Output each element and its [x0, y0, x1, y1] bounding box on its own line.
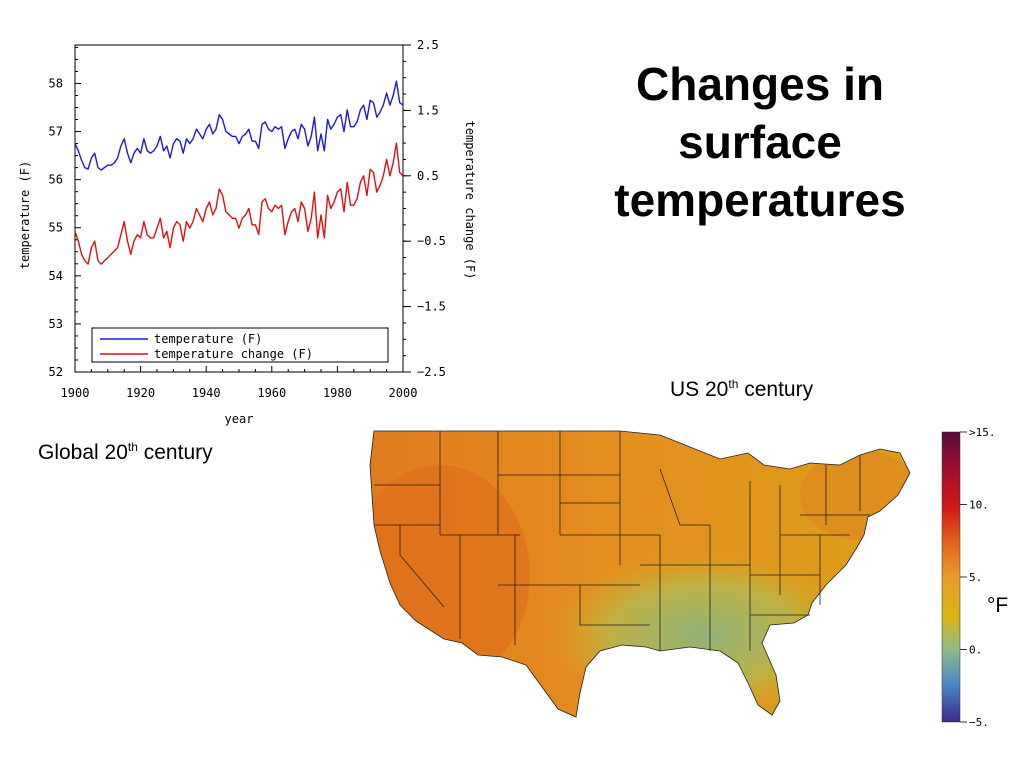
y-tick-label-4: 56 [49, 173, 63, 187]
x-axis-label: year [225, 412, 254, 426]
y2-tick-label-4: −1.5 [417, 300, 446, 314]
title-line-2: surface [678, 116, 842, 168]
colorbar-tick-label-0: >15. [969, 426, 996, 439]
plot-frame [74, 44, 404, 373]
colorbar-unit-label: °F [987, 594, 1009, 617]
colorbar-ticks: >15. 10. 5. 0. −5. [960, 426, 996, 729]
global-caption-prefix: Global 20 [38, 441, 128, 464]
legend-label-temperature: temperature (F) [154, 332, 262, 346]
y-tick-label-3: 55 [49, 221, 63, 235]
x-tick-label-0: 1900 [61, 386, 90, 400]
colorbar-tick-label-3: 0. [969, 644, 982, 657]
colorbar-gradient [941, 431, 961, 723]
y2-tick-label-3: −0.5 [417, 234, 446, 248]
series-line-temperature [74, 80, 404, 171]
state-borders [369, 430, 911, 718]
y2-tick-label-0: 2.5 [417, 38, 439, 52]
global-caption: Global 20th century [38, 440, 213, 465]
y-tick-label-0: 52 [49, 365, 63, 379]
y-axis-label: temperature (F) [18, 161, 32, 269]
y-tick-label-2: 54 [49, 269, 63, 283]
axis-ticks: 1900 1920 1940 1960 1980 2000 52 53 54 55 56 57 58 2.… [49, 38, 446, 400]
global-caption-suffix: century [137, 441, 213, 464]
x-tick-label-5: 2000 [389, 386, 418, 400]
us-caption-suffix: century [738, 378, 814, 401]
legend-box [91, 327, 389, 363]
map-southeast-cool [370, 431, 910, 717]
us-outline [369, 430, 911, 718]
y2-tick-label-1: 1.5 [417, 103, 439, 117]
us-temperature-map [369, 430, 911, 718]
colorbar-tick-label-4: −5. [969, 716, 989, 729]
us-caption-prefix: US 20 [670, 378, 729, 401]
slide-title: Changes in surface temperatures [560, 55, 960, 229]
y2-axis-label: temperature change (F) [463, 121, 477, 280]
colorbar-tick-label-1: 10. [969, 499, 989, 512]
us-caption: US 20th century [670, 377, 813, 402]
y2-tick-label-2: 0.5 [417, 169, 439, 183]
y2-tick-label-5: −2.5 [417, 365, 446, 379]
map-fill [370, 431, 910, 717]
x-tick-label-3: 1960 [257, 386, 286, 400]
title-line-3: temperatures [614, 174, 906, 226]
colorbar: >15. 10. 5. 0. −5. [941, 426, 996, 729]
x-tick-label-1: 1920 [126, 386, 155, 400]
legend: temperature (F) temperature change (F) [91, 327, 389, 363]
y-tick-label-5: 57 [49, 125, 63, 139]
state-lines [374, 431, 870, 651]
legend-label-temperature-change: temperature change (F) [154, 347, 313, 361]
x-tick-label-2: 1940 [192, 386, 221, 400]
global-caption-sup: th [127, 440, 138, 454]
y-tick-label-6: 58 [49, 76, 63, 90]
x-tick-label-4: 1980 [323, 386, 352, 400]
us-caption-sup: th [728, 377, 739, 391]
series-line-temperature-change [74, 142, 404, 265]
global-temperature-chart: 1900 1920 1940 1960 1980 2000 52 53 54 55 56 57 58 2.… [18, 38, 477, 426]
series-lines [74, 80, 404, 265]
title-line-1: Changes in [636, 58, 884, 110]
y-tick-label-1: 53 [49, 317, 63, 331]
colorbar-tick-label-2: 5. [969, 571, 982, 584]
